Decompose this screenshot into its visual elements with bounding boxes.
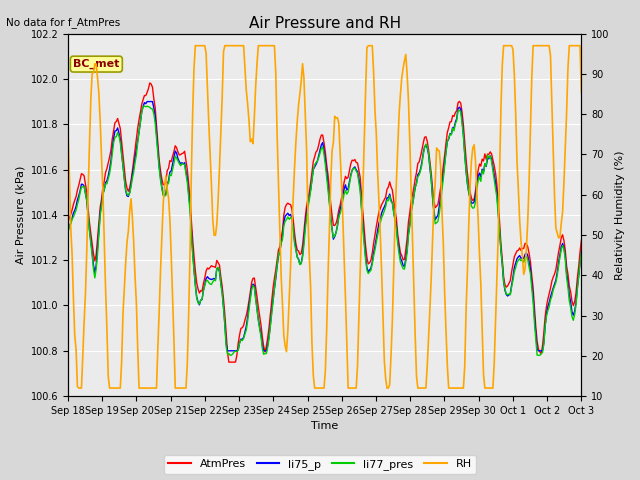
Title: Air Pressure and RH: Air Pressure and RH — [248, 16, 401, 31]
Y-axis label: Relativity Humidity (%): Relativity Humidity (%) — [615, 150, 625, 280]
Legend: AtmPres, li75_p, li77_pres, RH: AtmPres, li75_p, li77_pres, RH — [164, 455, 476, 474]
X-axis label: Time: Time — [311, 421, 339, 432]
Text: BC_met: BC_met — [73, 59, 120, 69]
Text: No data for f_AtmPres: No data for f_AtmPres — [6, 17, 121, 28]
Y-axis label: Air Pressure (kPa): Air Pressure (kPa) — [15, 166, 25, 264]
